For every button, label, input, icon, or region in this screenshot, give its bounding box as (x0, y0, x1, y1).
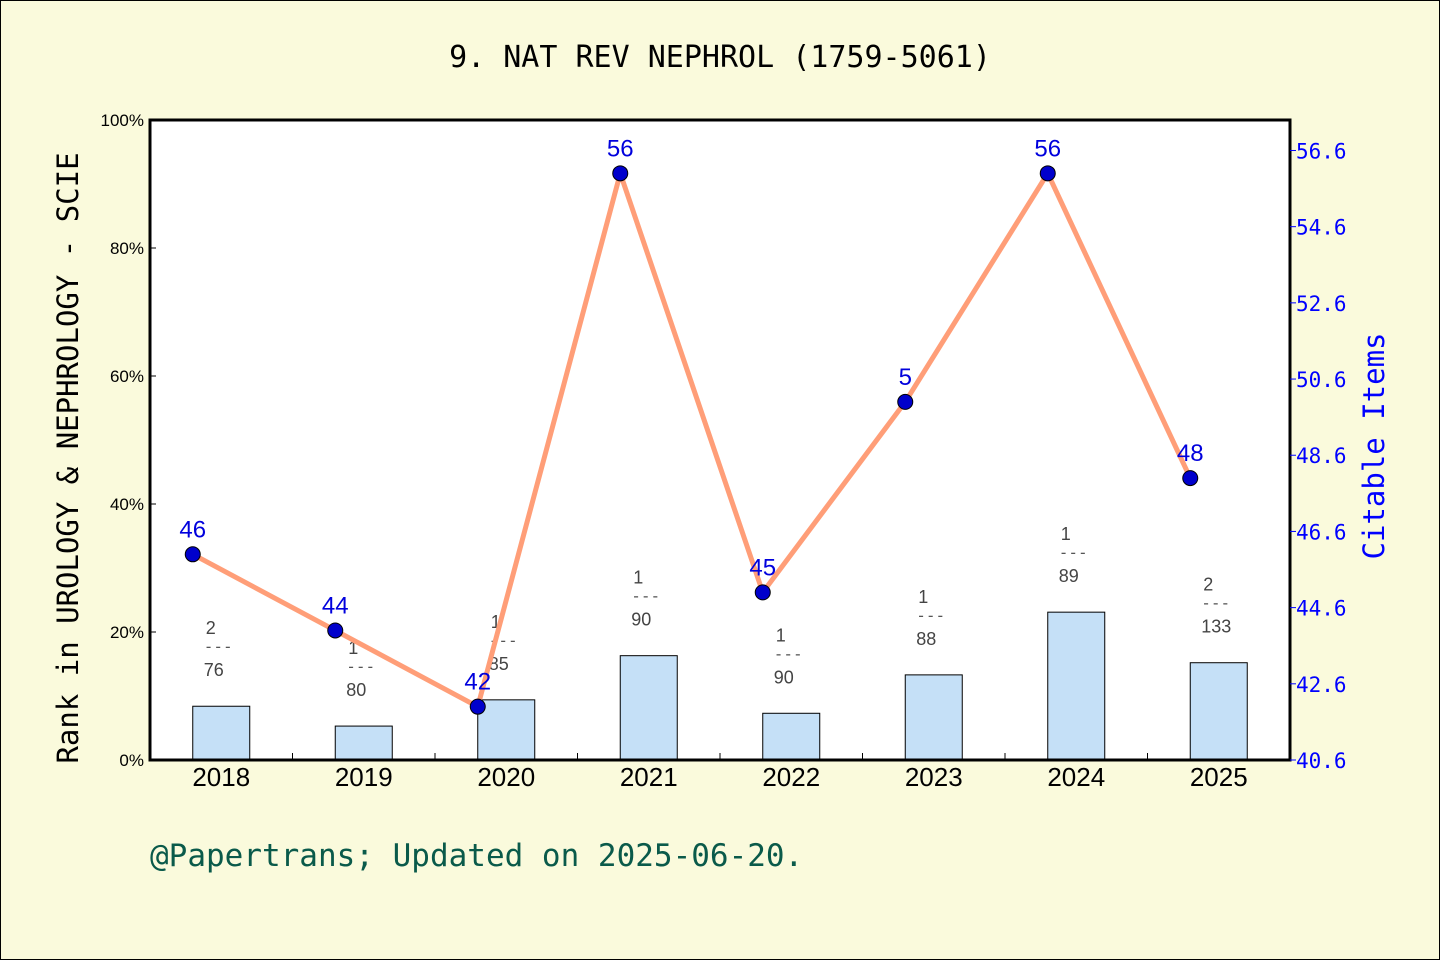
line-label-2023: 5 (899, 364, 912, 391)
line-label-2020: 42 (464, 669, 491, 696)
line-label-2022: 45 (749, 554, 776, 581)
x-tick-label: 2025 (1190, 762, 1248, 792)
x-tick-label: 2024 (1047, 762, 1105, 792)
line-marker-2021 (612, 165, 629, 182)
bar-label-separator: --- (1059, 543, 1088, 562)
bar-label-total: 85 (489, 654, 509, 674)
x-tick-label: 2022 (762, 762, 820, 792)
bar-label-rank: 1 (1061, 524, 1071, 544)
bar-2019 (334, 725, 393, 761)
bar-2025 (1189, 662, 1248, 761)
left-axis-label: Rank in UROLOGY & NEPHROLOGY - SCIE (51, 152, 85, 763)
bar-label-total: 89 (1059, 566, 1079, 586)
bar-label-rank: 2 (1203, 575, 1213, 595)
bar-label-separator: --- (346, 657, 375, 676)
right-tick-label: 44.6 (1296, 597, 1347, 621)
line-label-2018: 46 (179, 516, 206, 543)
line-label-2019: 44 (322, 592, 349, 619)
left-tick-label: 40% (110, 495, 144, 514)
line-marker-2018 (184, 546, 201, 563)
right-tick-label: 46.6 (1296, 520, 1347, 544)
line-label-2021: 56 (607, 135, 634, 162)
right-tick-label: 52.6 (1296, 292, 1347, 316)
bar-label-total: 90 (774, 667, 794, 687)
bar-label-rank: 1 (776, 625, 786, 645)
right-tick-label: 48.6 (1296, 444, 1347, 468)
x-tick-label: 2020 (477, 762, 535, 792)
bar-label-separator: --- (1201, 594, 1230, 613)
line-label-2025: 48 (1177, 440, 1204, 467)
bar-label-total: 88 (916, 629, 936, 649)
line-marker-2022 (754, 584, 771, 601)
bar-2018 (192, 705, 251, 761)
bar-label-total: 133 (1201, 617, 1231, 637)
bar-label-total: 80 (346, 680, 366, 700)
bar-label-rank: 2 (206, 618, 216, 638)
right-tick-label: 40.6 (1296, 749, 1347, 773)
bar-label-total: 90 (631, 610, 651, 630)
right-axis-label: Citable Items (1357, 333, 1391, 560)
left-tick-label: 20% (110, 623, 144, 642)
bar-label-rank: 1 (348, 638, 358, 658)
footer-note: @Papertrans; Updated on 2025-06-20. (150, 838, 803, 874)
line-marker-2020 (469, 698, 486, 715)
right-tick-label: 54.6 (1296, 216, 1347, 240)
right-tick-label: 42.6 (1296, 673, 1347, 697)
plot-area (150, 120, 1290, 760)
line-marker-2019 (327, 622, 344, 639)
bar-label-separator: --- (774, 644, 803, 663)
bar-label-rank: 1 (918, 587, 928, 607)
bar-2020 (477, 699, 536, 761)
chart-title: 9. NAT REV NEPHROL (1759-5061) (449, 40, 991, 75)
x-tick-label: 2019 (335, 762, 393, 792)
left-tick-label: 100% (101, 111, 144, 130)
bar-label-rank: 1 (491, 612, 501, 632)
bar-2023 (904, 674, 963, 761)
right-tick-label: 50.6 (1296, 368, 1347, 392)
bar-label-rank: 1 (633, 568, 643, 588)
x-tick-label: 2018 (192, 762, 250, 792)
line-marker-2023 (897, 393, 914, 410)
bar-label-total: 76 (204, 660, 224, 680)
citable-items-line (191, 170, 1193, 710)
bar-label-separator: --- (204, 637, 233, 656)
left-tick-label: 0% (119, 751, 144, 770)
right-tick-label: 56.6 (1296, 139, 1347, 163)
line-marker-2025 (1182, 470, 1199, 487)
x-tick-label: 2021 (620, 762, 678, 792)
bar-2022 (762, 712, 821, 761)
bar-2024 (1047, 611, 1106, 761)
bar-label-separator: --- (916, 606, 945, 625)
bar-2021 (619, 655, 678, 761)
left-tick-label: 60% (110, 367, 144, 386)
line-marker-2024 (1039, 165, 1056, 182)
line-label-2024: 56 (1034, 135, 1061, 162)
bar-label-separator: --- (631, 587, 660, 606)
left-tick-label: 80% (110, 239, 144, 258)
x-tick-label: 2023 (905, 762, 963, 792)
